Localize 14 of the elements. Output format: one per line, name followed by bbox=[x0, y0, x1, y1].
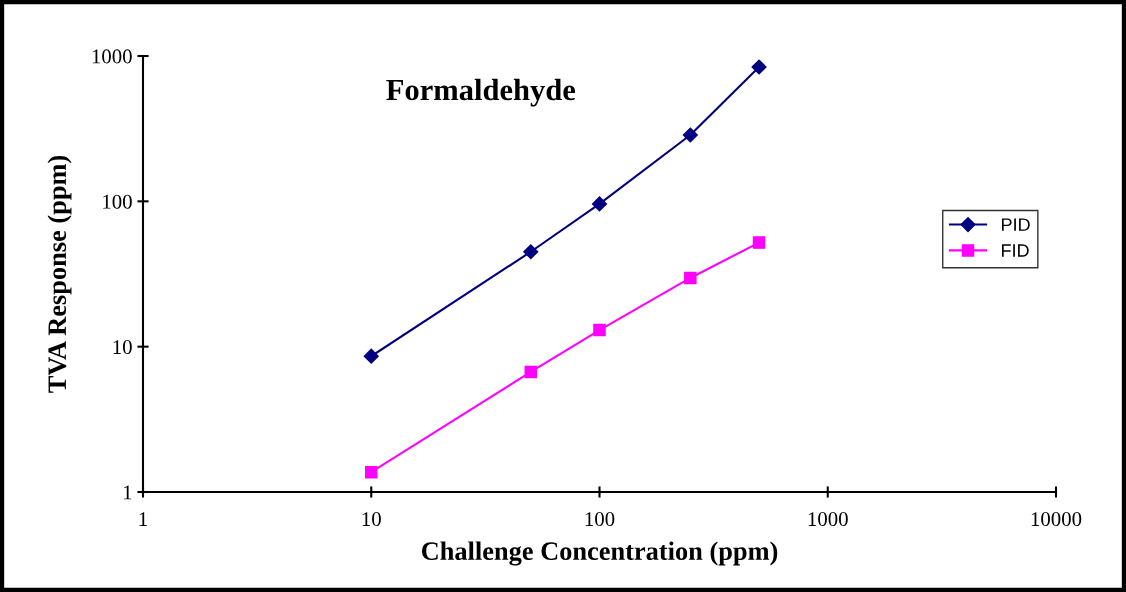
y-tick-label: 100 bbox=[103, 194, 132, 209]
x-tick-label: 1000 bbox=[808, 512, 848, 527]
y-axis-title: TVA Response (ppm) bbox=[47, 155, 72, 393]
y-tick-label: 1 bbox=[124, 485, 132, 500]
legend-label: FID bbox=[1002, 244, 1029, 257]
x-tick-label: 1 bbox=[139, 512, 147, 526]
x-tick-label: 10 bbox=[362, 512, 381, 527]
x-tick-label: 10000 bbox=[1031, 512, 1082, 527]
y-tick-label: 10 bbox=[113, 340, 132, 355]
x-tick-label: 100 bbox=[585, 512, 615, 527]
x-axis-title: Challenge Concentration (ppm) bbox=[421, 541, 778, 566]
legend-label: PID bbox=[1002, 218, 1030, 231]
y-tick-label: 1000 bbox=[92, 49, 132, 64]
text: Formaldehyde bbox=[386, 78, 576, 107]
